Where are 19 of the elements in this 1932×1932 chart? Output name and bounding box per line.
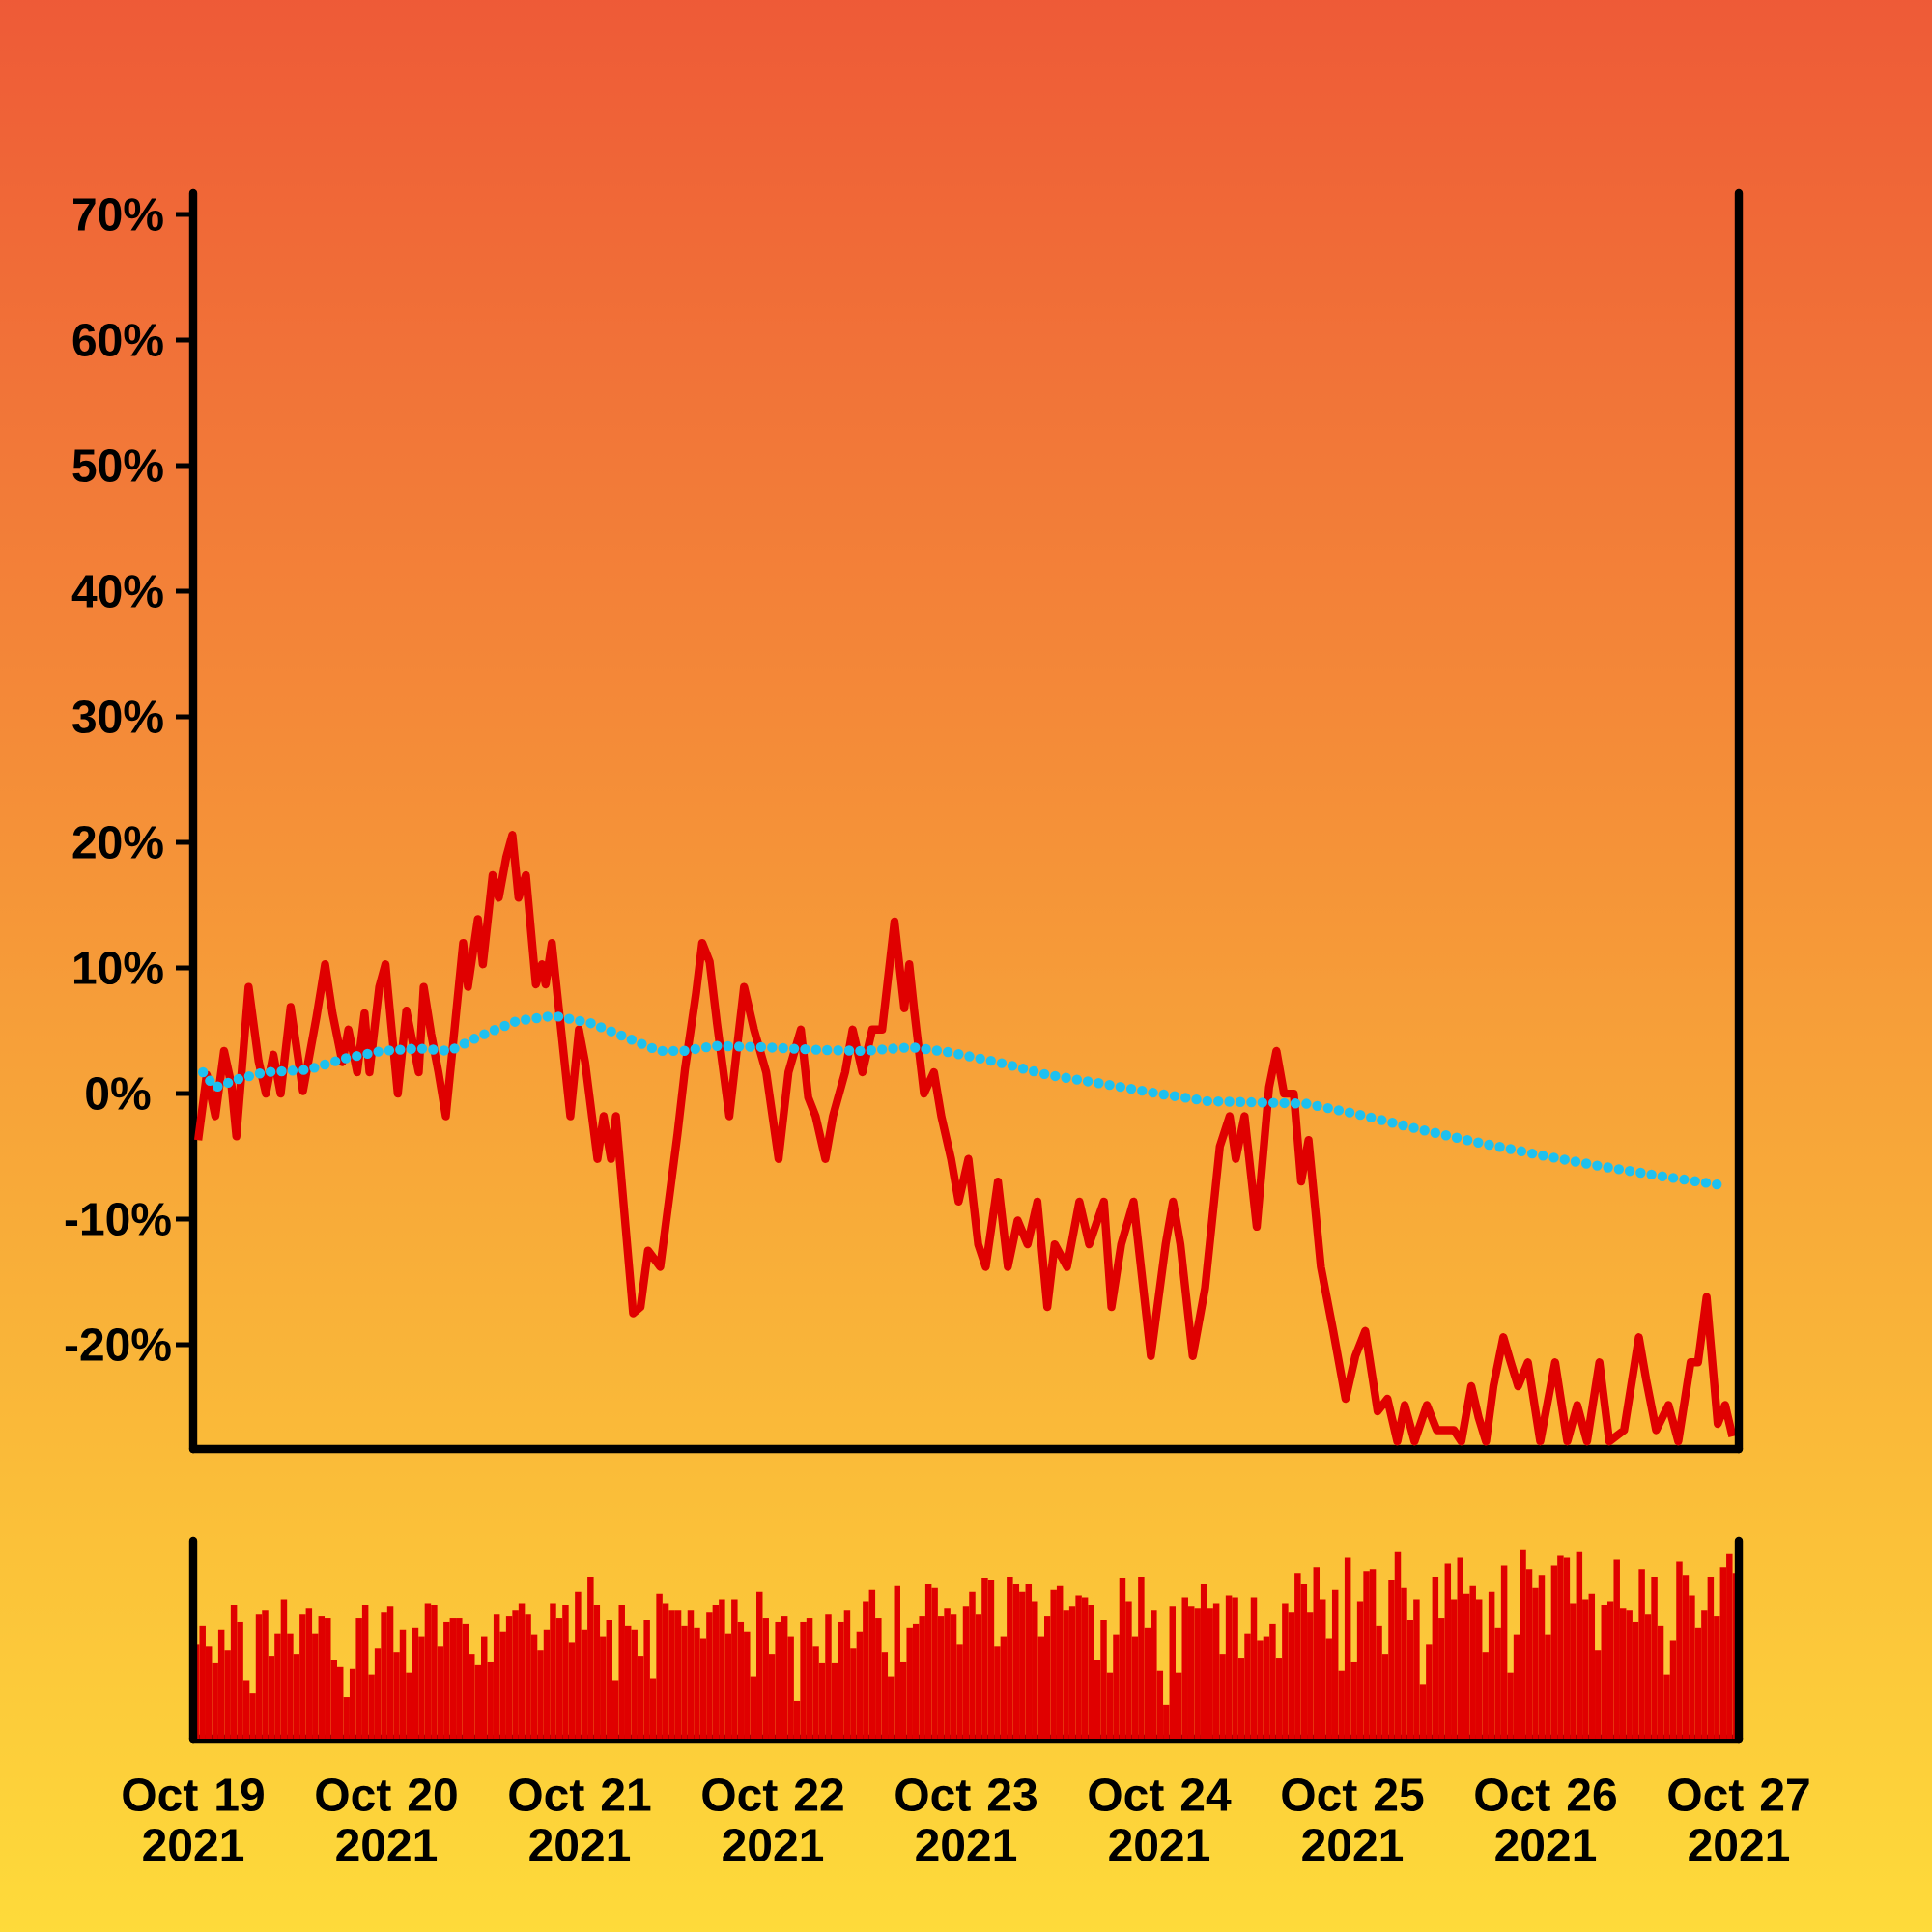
- y-tick-label: 50%: [72, 449, 163, 483]
- x-tick-label: Oct 25 2021: [1282, 1778, 1424, 1862]
- y-tick-label: 20%: [72, 826, 163, 860]
- x-tick-label: Oct 20 2021: [316, 1778, 457, 1862]
- x-tick-label: Oct 23 2021: [895, 1778, 1037, 1862]
- y-tick-label: 60%: [72, 324, 163, 357]
- y-tick-label: 10%: [73, 952, 163, 985]
- x-tick-label: Oct 21 2021: [509, 1778, 651, 1862]
- y-tick-label: 40%: [71, 575, 163, 609]
- y-tick-label: -20%: [65, 1328, 171, 1362]
- y-tick-label: 30%: [72, 700, 163, 734]
- x-tick-label: Oct 27 2021: [1668, 1778, 1809, 1862]
- y-tick-label: 70%: [73, 198, 163, 232]
- x-tick-label: Oct 24 2021: [1089, 1778, 1232, 1862]
- y-tick-label: -10%: [65, 1203, 171, 1236]
- x-tick-label: Oct 26 2021: [1475, 1778, 1616, 1862]
- x-tick-label: Oct 19 2021: [123, 1778, 264, 1862]
- x-tick-label: Oct 22 2021: [702, 1778, 843, 1862]
- y-tick-label: 0%: [86, 1077, 151, 1111]
